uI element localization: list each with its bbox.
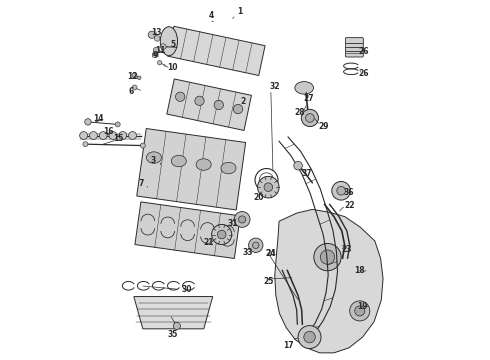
Text: 22: 22 xyxy=(344,201,355,210)
Text: 35: 35 xyxy=(168,330,178,339)
Text: 16: 16 xyxy=(103,127,113,136)
Text: 24: 24 xyxy=(266,249,276,258)
Circle shape xyxy=(320,250,335,264)
Circle shape xyxy=(306,114,314,122)
Text: 28: 28 xyxy=(294,108,305,117)
Circle shape xyxy=(173,322,180,329)
Circle shape xyxy=(195,96,204,105)
Circle shape xyxy=(314,243,341,271)
Circle shape xyxy=(248,238,263,252)
Polygon shape xyxy=(275,210,383,353)
Circle shape xyxy=(298,325,321,348)
Ellipse shape xyxy=(171,155,186,167)
Circle shape xyxy=(160,44,166,49)
Text: 17: 17 xyxy=(283,341,294,350)
Circle shape xyxy=(212,225,232,244)
Text: 13: 13 xyxy=(151,28,162,37)
Text: 14: 14 xyxy=(93,114,103,123)
Text: 7: 7 xyxy=(138,179,144,188)
Circle shape xyxy=(154,36,160,41)
Text: 24: 24 xyxy=(266,249,276,258)
Text: 30: 30 xyxy=(182,285,192,294)
Circle shape xyxy=(258,176,279,198)
Text: 6: 6 xyxy=(128,86,134,95)
Text: 26: 26 xyxy=(358,69,368,78)
Text: 32: 32 xyxy=(269,82,280,91)
Circle shape xyxy=(301,109,319,127)
Circle shape xyxy=(218,230,226,239)
Circle shape xyxy=(294,161,302,170)
Ellipse shape xyxy=(109,132,117,139)
Circle shape xyxy=(153,47,159,53)
Text: 9: 9 xyxy=(153,51,158,60)
Text: 21: 21 xyxy=(203,238,214,247)
Circle shape xyxy=(85,119,91,125)
Circle shape xyxy=(137,76,141,80)
Ellipse shape xyxy=(160,27,177,56)
Ellipse shape xyxy=(119,132,127,139)
Circle shape xyxy=(132,85,137,90)
Polygon shape xyxy=(135,202,240,258)
Circle shape xyxy=(157,60,162,65)
Text: 25: 25 xyxy=(263,276,273,285)
Ellipse shape xyxy=(295,82,314,94)
Circle shape xyxy=(304,331,315,343)
Circle shape xyxy=(233,104,243,114)
Circle shape xyxy=(148,31,155,39)
Text: 18: 18 xyxy=(354,266,365,275)
Ellipse shape xyxy=(99,132,107,139)
Text: 26: 26 xyxy=(358,47,368,56)
FancyBboxPatch shape xyxy=(345,38,364,57)
Ellipse shape xyxy=(196,159,211,170)
Polygon shape xyxy=(137,129,245,210)
Text: 4: 4 xyxy=(208,10,214,19)
Circle shape xyxy=(337,186,345,195)
Ellipse shape xyxy=(80,132,88,139)
Circle shape xyxy=(115,122,120,127)
Ellipse shape xyxy=(221,162,236,174)
Ellipse shape xyxy=(147,152,161,163)
Ellipse shape xyxy=(90,132,98,139)
Circle shape xyxy=(214,100,223,109)
Circle shape xyxy=(355,306,365,316)
Text: 20: 20 xyxy=(253,193,264,202)
Text: 19: 19 xyxy=(357,302,368,311)
Text: 37: 37 xyxy=(301,169,312,178)
Text: 11: 11 xyxy=(155,46,166,55)
Text: 5: 5 xyxy=(170,40,175,49)
Text: 15: 15 xyxy=(114,134,124,143)
Circle shape xyxy=(83,141,88,147)
Text: 1: 1 xyxy=(237,7,242,16)
Polygon shape xyxy=(167,79,251,130)
Circle shape xyxy=(132,73,137,78)
Text: 3: 3 xyxy=(151,156,156,165)
Circle shape xyxy=(252,242,259,248)
Text: 29: 29 xyxy=(318,122,328,131)
Ellipse shape xyxy=(128,132,137,139)
Polygon shape xyxy=(168,26,265,76)
Text: 31: 31 xyxy=(227,219,238,228)
Text: 23: 23 xyxy=(341,246,351,255)
Circle shape xyxy=(239,216,245,223)
Text: 33: 33 xyxy=(243,248,253,257)
Text: 2: 2 xyxy=(241,96,246,105)
Polygon shape xyxy=(134,297,213,329)
Circle shape xyxy=(264,183,272,192)
Circle shape xyxy=(234,212,250,227)
Circle shape xyxy=(140,143,146,148)
Circle shape xyxy=(332,181,350,200)
Circle shape xyxy=(350,301,370,321)
Circle shape xyxy=(175,92,185,102)
Text: 10: 10 xyxy=(167,63,178,72)
Text: 36: 36 xyxy=(344,188,354,197)
Text: 27: 27 xyxy=(303,94,314,103)
Text: 12: 12 xyxy=(127,72,137,81)
